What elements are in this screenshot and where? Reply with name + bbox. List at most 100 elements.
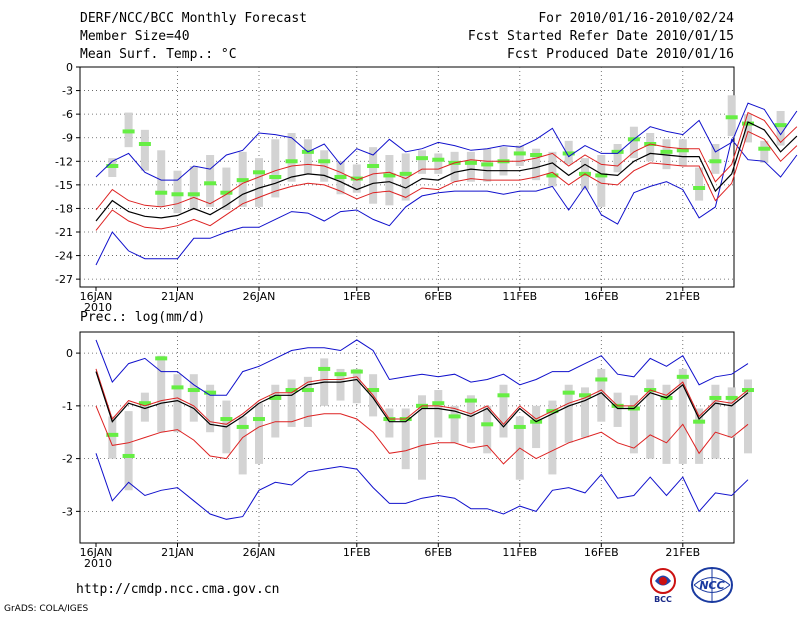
box-bar xyxy=(515,145,524,166)
median-mark xyxy=(367,388,380,393)
box-bar xyxy=(418,395,426,480)
min-line xyxy=(95,453,749,520)
box-bar xyxy=(189,166,198,210)
median-mark xyxy=(318,159,331,164)
box-bar xyxy=(613,392,622,427)
x-tick-label: 1FEB xyxy=(343,290,371,303)
median-mark xyxy=(350,176,363,181)
box-bar xyxy=(173,374,182,433)
median-mark xyxy=(383,173,396,178)
box-bar xyxy=(140,392,149,422)
median-mark xyxy=(334,372,347,377)
median-mark xyxy=(676,148,689,153)
lower-spread-line xyxy=(95,405,749,465)
box-bar xyxy=(597,368,606,422)
median-mark xyxy=(497,393,510,398)
box-bar xyxy=(711,384,720,459)
bcc-logo-text: BCC xyxy=(654,595,672,604)
x-tick-label: 21FEB xyxy=(665,546,700,559)
y-tick-label: -12 xyxy=(55,155,73,168)
ncc-logo-icon: NCC xyxy=(691,567,733,603)
panel-title: Prec.: log(mm/d) xyxy=(80,310,205,325)
y-tick-label: -3 xyxy=(62,505,73,518)
box-bar xyxy=(287,379,296,427)
forecast-produced: Fcst Produced Date 2010/01/16 xyxy=(507,47,734,62)
box-bar xyxy=(548,151,557,187)
median-mark xyxy=(138,142,151,146)
forecast-period: For 2010/01/16-2010/02/24 xyxy=(538,11,734,26)
y-tick-label: -18 xyxy=(55,202,73,215)
x-tick-label: 2010 xyxy=(84,301,112,314)
box-bar xyxy=(303,139,312,174)
box-bar xyxy=(662,384,671,464)
median-mark xyxy=(334,175,347,179)
box-bar xyxy=(695,167,704,201)
y-tick-label: 0 xyxy=(66,61,73,74)
box-bar xyxy=(385,408,394,438)
x-tick-label: 16JAN xyxy=(80,546,113,559)
x-tick-label: 21JAN xyxy=(161,546,194,559)
median-mark xyxy=(204,390,217,395)
median-mark xyxy=(171,192,184,197)
median-mark xyxy=(709,159,722,164)
ensemble-mean-line xyxy=(95,371,749,428)
box-bar xyxy=(401,408,410,470)
median-mark xyxy=(253,170,265,175)
box-bar xyxy=(597,155,606,207)
median-mark xyxy=(481,162,494,167)
box-bar xyxy=(613,144,622,173)
median-mark xyxy=(579,393,591,398)
median-mark xyxy=(693,419,706,424)
chart-title: DERF/NCC/BCC Monthly Forecast xyxy=(80,11,307,26)
y-tick-label: -9 xyxy=(62,132,73,145)
median-mark xyxy=(709,395,722,400)
box-bar xyxy=(173,170,182,214)
box-bar xyxy=(711,144,720,174)
box-bar xyxy=(532,405,541,449)
max-line xyxy=(95,102,798,181)
box-bar xyxy=(271,139,280,198)
box-bar xyxy=(646,133,655,162)
box-bar xyxy=(401,153,410,201)
median-mark xyxy=(122,453,135,458)
box-bar xyxy=(646,379,655,459)
median-mark xyxy=(693,186,706,190)
lower-spread-line xyxy=(95,130,798,231)
footer-url[interactable]: http://cmdp.ncc.cma.gov.cn xyxy=(76,582,280,597)
box-bar xyxy=(418,150,426,174)
median-mark xyxy=(660,149,673,154)
median-mark xyxy=(253,417,265,422)
median-mark xyxy=(367,164,380,168)
box-bar xyxy=(369,147,378,204)
ncc-logo-text: NCC xyxy=(699,579,724,592)
box-bar xyxy=(336,368,345,401)
box-bar xyxy=(238,416,247,475)
median-mark xyxy=(269,175,282,179)
box-bar xyxy=(727,387,736,438)
box-bar xyxy=(678,368,687,464)
box-bar xyxy=(678,139,687,166)
box-bar xyxy=(255,158,263,207)
median-mark xyxy=(285,388,298,393)
box-bar xyxy=(303,376,312,427)
box-bar xyxy=(108,416,117,459)
upper-spread-line xyxy=(95,111,798,211)
box-bar xyxy=(776,111,785,146)
box-bar xyxy=(695,408,704,464)
y-tick-label: -21 xyxy=(55,226,73,239)
forecast-started: Fcst Started Refer Date 2010/01/15 xyxy=(467,29,734,44)
box-bar xyxy=(629,395,638,454)
median-mark xyxy=(546,173,559,178)
box-bar xyxy=(255,403,263,464)
median-mark xyxy=(725,115,738,120)
median-mark xyxy=(318,366,331,371)
box-bar xyxy=(206,384,215,433)
median-mark xyxy=(106,164,119,168)
median-mark xyxy=(595,173,608,178)
median-mark xyxy=(448,414,461,419)
median-mark xyxy=(220,417,233,422)
box-bar xyxy=(564,384,573,443)
ensemble-mean-line xyxy=(95,121,798,222)
median-mark xyxy=(432,157,445,162)
